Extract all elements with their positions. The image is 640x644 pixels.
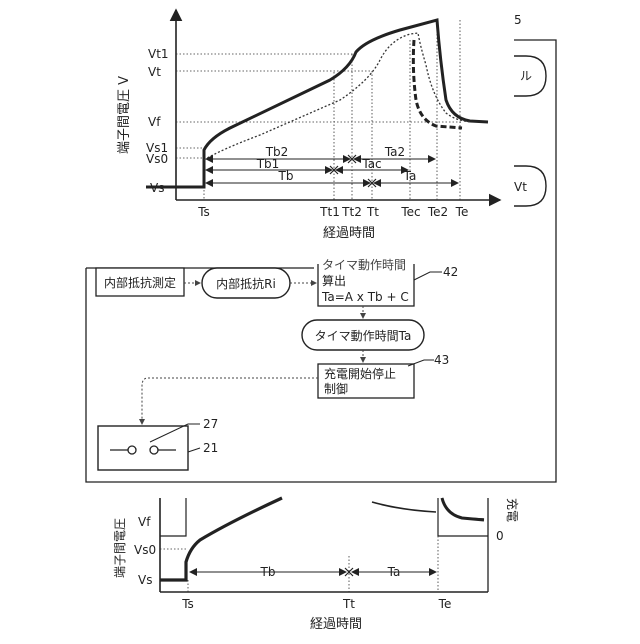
- measure-label: 内部抵抗測定: [104, 275, 176, 290]
- top-xtick-tt1: Tt1: [319, 205, 340, 219]
- top-xtick-tec: Tec: [400, 205, 420, 219]
- top-xtick-tt: Tt: [366, 205, 379, 219]
- resistance-label: 内部抵抗Ri: [216, 276, 276, 291]
- device-box: [98, 426, 188, 470]
- top-chart: 端子間電圧 V Vt1 Vt Vf Vs1 Vs0 Vs: [117, 10, 500, 241]
- bottom-y-axis-title: 端子間電圧: [113, 518, 127, 578]
- leader-42: [414, 272, 442, 280]
- bottom-right-zero: 0: [496, 529, 504, 543]
- top-y-axis-title: 端子間電圧 V: [117, 76, 132, 154]
- top-ytick-vf: Vf: [148, 115, 161, 129]
- top-x-axis-title: 経過時間: [323, 226, 375, 241]
- interval-label-ta2: Ta2: [384, 145, 405, 159]
- switch-contact-left: [128, 446, 136, 454]
- top-ytick-vt1: Vt1: [148, 47, 169, 61]
- control-line1: 充電開始停止: [324, 366, 396, 381]
- charge-current-step: [160, 498, 186, 536]
- timer-calc-line3: Ta=A x Tb + C: [321, 290, 409, 304]
- ref-43: 43: [434, 353, 449, 367]
- bottom-interval-label-ta: Ta: [387, 565, 401, 579]
- interval-label-tb: Tb: [278, 169, 294, 183]
- ref-27: 27: [203, 417, 218, 431]
- top-ytick-vs0: Vs0: [146, 152, 168, 166]
- interval-label-tac: Tac: [361, 157, 381, 171]
- interval-label-tb1: Tb1: [256, 157, 280, 171]
- top-xtick-tt2: Tt2: [341, 205, 362, 219]
- flow-frame: 内部抵抗測定 内部抵抗Ri タイマ動作時間 算出 Ta=A x Tb + C 4…: [86, 40, 556, 482]
- curve-dotted: [204, 33, 472, 160]
- timer-calc-line1: タイマ動作時間: [322, 258, 406, 272]
- ref-42: 42: [443, 265, 458, 279]
- bottom-ytick-vs: Vs: [138, 573, 152, 587]
- upper-pill-text: ル: [520, 69, 532, 83]
- bottom-right-label: 充電: [505, 498, 520, 522]
- switch-contact-right: [150, 446, 158, 454]
- corner-number: 5: [514, 13, 522, 27]
- ref-21: 21: [203, 441, 218, 455]
- bottom-ytick-vf: Vf: [138, 515, 151, 529]
- top-ytick-vt: Vt: [148, 65, 161, 79]
- top-xtick-te2: Te2: [427, 205, 448, 219]
- leader-21: [188, 448, 200, 452]
- bottom-x-axis-title: 経過時間: [310, 617, 362, 632]
- bottom-voltage-curve-tail: [372, 498, 484, 519]
- bottom-voltage-curve-tail-thick: [442, 498, 484, 520]
- top-xtick-ts: Ts: [197, 205, 210, 219]
- timer-calc-line2: 算出: [322, 273, 346, 288]
- bottom-interval-label-tb: Tb: [260, 565, 276, 579]
- arrow-control-to-switch: [142, 378, 318, 424]
- bottom-xtick-te: Te: [438, 597, 452, 611]
- timer-time-label: タイマ動作時間Ta: [315, 329, 412, 343]
- lower-pill-text: Vt: [514, 180, 527, 194]
- bottom-xtick-tt: Tt: [342, 597, 355, 611]
- top-xtick-te: Te: [455, 205, 469, 219]
- bottom-chart: 端子間電圧 Vf Vs0 Vs Tb Ta Ts Tt Te 経過時間 充電 0: [113, 498, 520, 632]
- bottom-xtick-ts: Ts: [181, 597, 194, 611]
- bottom-ytick-vs0: Vs0: [134, 543, 156, 557]
- side-fragments: 5 ル Vt: [514, 13, 546, 206]
- interval-label-ta: Ta: [403, 169, 417, 183]
- control-line2: 制御: [324, 381, 348, 396]
